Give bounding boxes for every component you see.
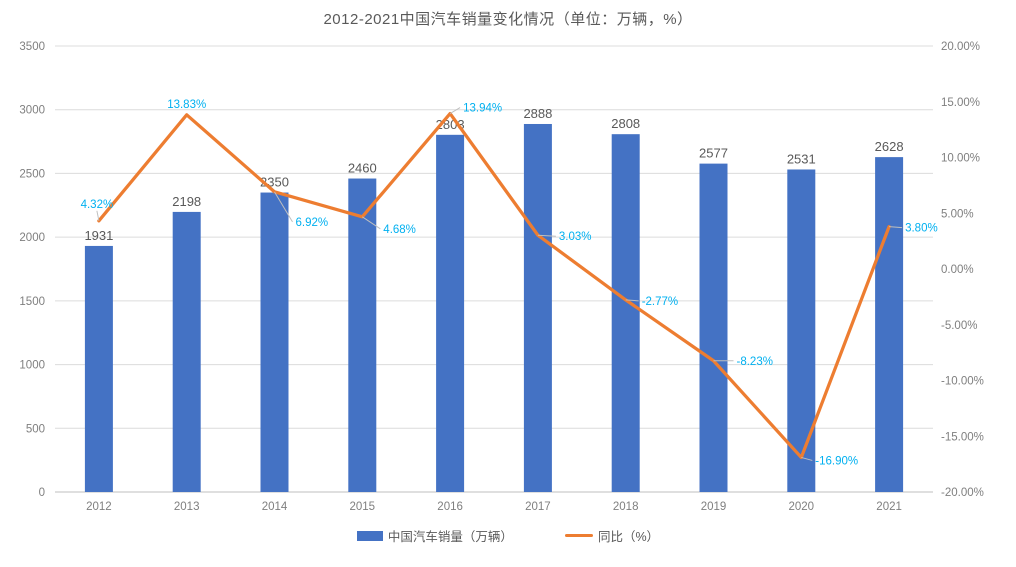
bar-2017 [523,123,552,493]
yoy-point-label: 6.92% [296,217,329,229]
left-axis-tick: 0 [39,487,45,499]
label-leader-line [362,216,381,230]
bar-value-label: 2531 [787,151,816,166]
x-axis-label: 2017 [525,501,551,513]
yoy-point-label: 4.68% [383,224,416,236]
left-axis-tick: 3500 [19,41,45,53]
bar-2012 [84,245,113,492]
bar-2016 [436,134,465,492]
left-axis-tick: 500 [26,423,45,435]
left-axis-tick: 2000 [19,232,45,244]
x-axis-label: 2019 [701,501,727,513]
legend-line-swatch [564,533,593,538]
label-leader-line [625,299,639,302]
bar-2020 [787,169,816,493]
right-axis-tick: 0.00% [941,264,974,276]
yoy-point-label: -16.90% [815,455,858,467]
label-leader-line [889,226,903,229]
bar-2014 [260,192,289,493]
x-axis-label: 2012 [86,501,112,513]
bar-value-label: 2577 [699,146,728,161]
legend-bar-swatch [356,530,383,541]
yoy-point-label: -2.77% [642,296,678,308]
bar-value-label: 2628 [875,139,904,154]
x-axis-label: 2013 [174,501,200,513]
bar-2013 [172,211,201,493]
left-axis-tick: 1000 [19,360,45,372]
x-axis-label: 2016 [437,501,463,513]
right-axis-tick: 5.00% [941,208,974,220]
bar-value-label: 1931 [84,228,113,243]
left-axis-tick: 1500 [19,296,45,308]
left-axis-tick: 3000 [19,105,45,117]
bar-value-label: 2198 [172,194,201,209]
bar-2018 [611,134,640,492]
legend-line-label: 同比（%） [597,530,660,544]
x-axis-label: 2015 [350,501,376,513]
right-axis-tick: -15.00% [941,431,984,443]
yoy-point-label: 4.32% [81,199,114,211]
right-axis-tick: 10.00% [941,153,980,165]
x-axis-label: 2021 [876,501,902,513]
bar-value-label: 2460 [348,161,377,176]
label-leader-line [449,107,461,114]
label-leader-line [96,210,100,221]
legend: 中国汽车销量（万辆） 同比（%） [0,526,1016,545]
legend-bar-label: 中国汽车销量（万辆） [387,530,513,544]
yoy-point-label: 13.83% [167,99,206,111]
left-axis-tick: 2500 [19,168,45,180]
right-axis-tick: -5.00% [941,320,977,332]
bar-value-label: 2888 [523,106,552,121]
yoy-point-label: 3.03% [559,231,592,243]
yoy-point-label: -8.23% [737,356,773,368]
x-axis-label: 2020 [789,501,815,513]
chart-title: 2012-2021中国汽车销量变化情况（单位：万辆，%） [323,11,693,28]
right-axis-tick: -20.00% [941,487,984,499]
legend-item-sales: 中国汽车销量（万辆） [356,526,513,545]
yoy-point-label: 13.94% [463,103,502,115]
x-axis-label: 2018 [613,501,639,513]
bar-value-label: 2808 [611,116,640,131]
right-axis-tick: -10.00% [941,376,984,388]
label-leader-line [801,456,813,461]
right-axis-tick: 15.00% [941,97,980,109]
bar-2021 [875,157,904,492]
right-axis-tick: 20.00% [941,41,980,53]
yoy-line [97,111,891,460]
x-axis-label: 2014 [262,501,288,513]
yoy-point-label: 3.80% [905,223,938,235]
bar-2019 [699,163,728,492]
label-leader-line [537,234,556,237]
legend-item-yoy: 同比（%） [564,526,660,545]
label-leader-line [274,191,293,223]
bar-2015 [348,178,377,493]
